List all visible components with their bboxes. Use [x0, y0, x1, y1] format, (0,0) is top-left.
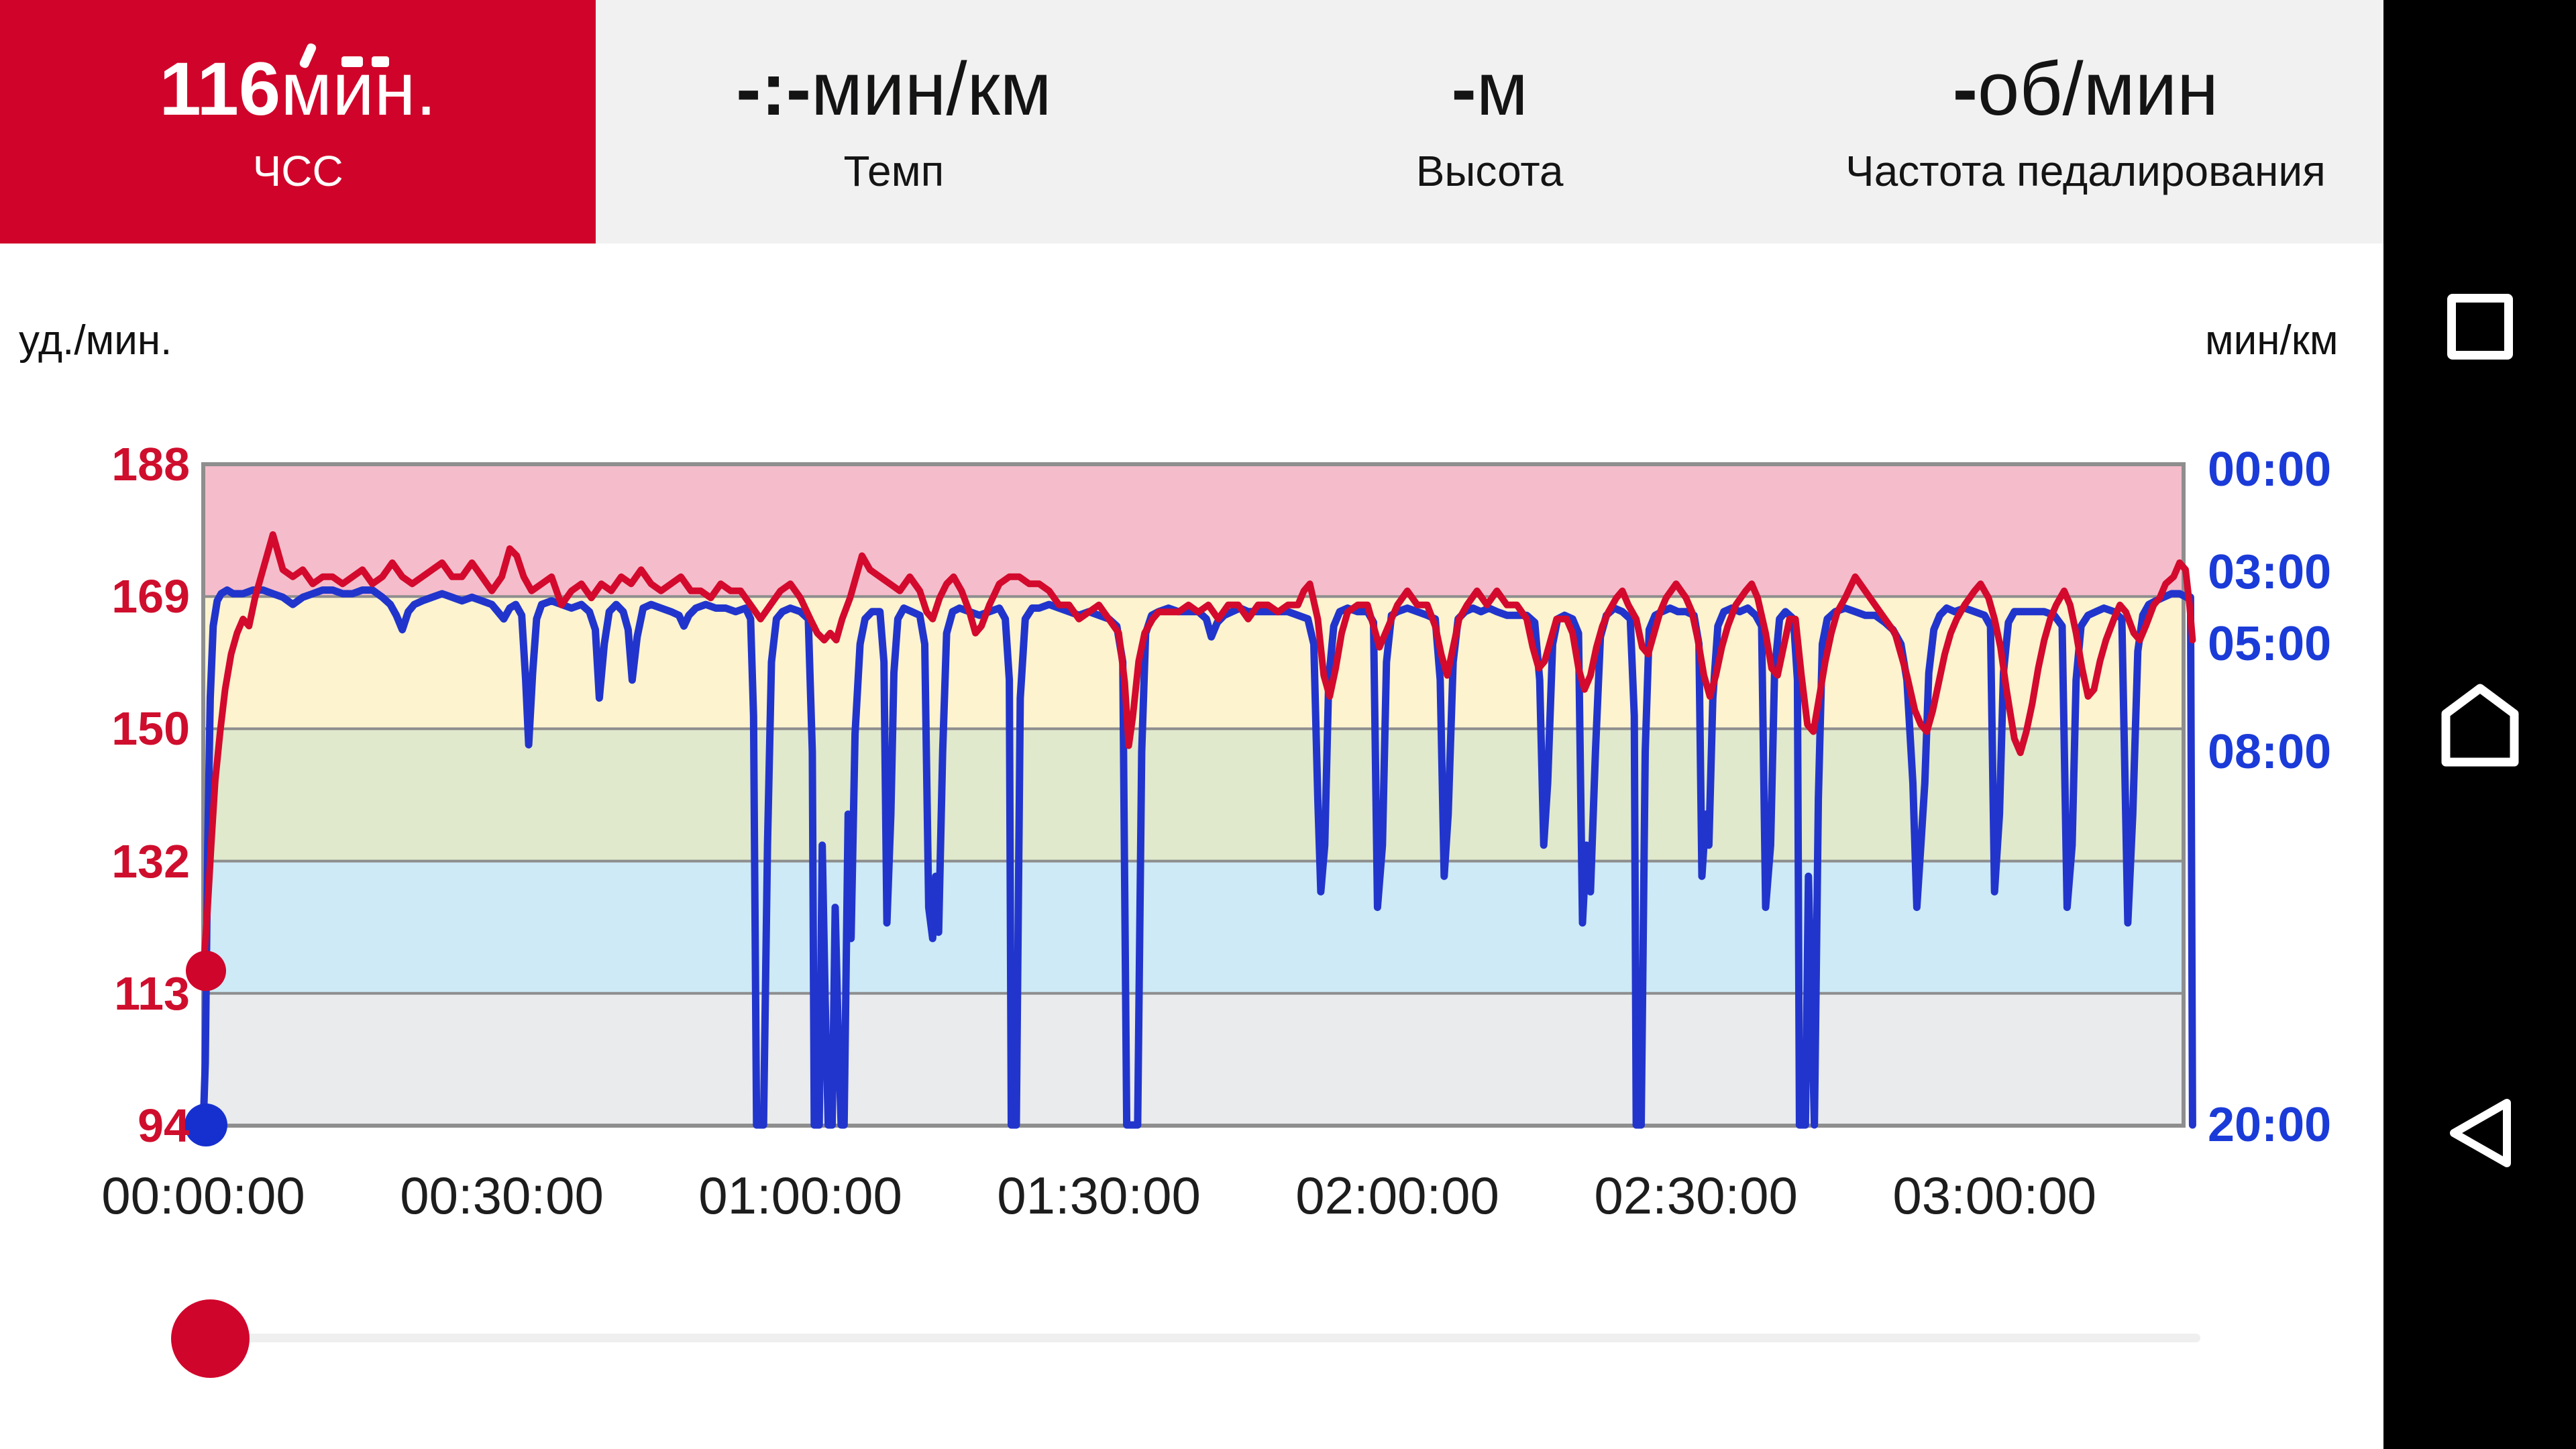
scrubber-track[interactable]	[213, 1334, 2200, 1342]
metric-tabbar: 116мин. ЧСС -:-мин/км Темп -м Высота -об…	[0, 0, 2383, 244]
cadence-value: -об/мин	[1952, 46, 2218, 131]
hr-zone-band-3	[203, 861, 2184, 994]
hr-zone-band-2	[203, 729, 2184, 861]
pace-tick-05:00: 05:00	[2208, 617, 2332, 672]
android-navbar	[2383, 0, 2576, 1449]
hr-pace-plot[interactable]	[184, 462, 2196, 1147]
hr-tick-94: 94	[138, 1099, 190, 1152]
pace-tick-00:00: 00:00	[2208, 442, 2332, 496]
time-tick-00:30:00: 00:30:00	[400, 1166, 604, 1225]
tab-pace[interactable]: -:-мин/км Темп	[596, 0, 1191, 244]
tab-cadence[interactable]: -об/мин Частота педалирования	[1788, 0, 2383, 244]
cadence-label: Частота педалирования	[1845, 146, 2326, 195]
altitude-value: -м	[1451, 46, 1528, 131]
pace-marker-dot	[184, 1104, 227, 1147]
hr-tick-132: 132	[111, 835, 190, 888]
hr-tick-188: 188	[111, 438, 190, 490]
home-button[interactable]	[2383, 683, 2576, 767]
hr-tick-113: 113	[114, 967, 190, 1020]
time-tick-01:00:00: 01:00:00	[698, 1166, 902, 1225]
pace-tick-08:00: 08:00	[2208, 724, 2332, 779]
heart-rate-line	[200, 531, 2196, 975]
time-tick-03:00:00: 03:00:00	[1892, 1166, 2096, 1225]
scrubber-handle[interactable]	[171, 1299, 250, 1378]
pace-tick-20:00: 20:00	[2208, 1098, 2332, 1152]
right-axis-title: мин/км	[2205, 317, 2339, 364]
clipped-text-fragment	[372, 56, 389, 67]
home-icon	[2441, 684, 2518, 767]
hr-tick-150: 150	[111, 702, 190, 755]
pace-tick-03:00: 03:00	[2208, 545, 2332, 599]
time-tick-02:00:00: 02:00:00	[1295, 1166, 1499, 1225]
pace-label: Темп	[843, 146, 945, 195]
hr-tick-169: 169	[111, 570, 190, 623]
back-button[interactable]	[2383, 1097, 2576, 1169]
time-tick-02:30:00: 02:30:00	[1594, 1166, 1798, 1225]
plot-border	[201, 462, 2186, 1128]
pace-value: -:-мин/км	[736, 46, 1052, 131]
heart-rate-label: ЧСС	[252, 146, 343, 195]
hr-marker-dot	[186, 951, 226, 991]
tab-altitude[interactable]: -м Высота	[1192, 0, 1788, 244]
time-tick-00:00:00: 00:00:00	[101, 1166, 305, 1225]
hr-zone-band-4	[203, 993, 2184, 1126]
clipped-text-fragment	[341, 56, 363, 67]
left-axis-title: уд./мин.	[19, 317, 172, 364]
tab-heart-rate[interactable]: 116мин. ЧСС	[0, 0, 596, 244]
recents-square-icon	[2447, 294, 2513, 360]
back-triangle-icon	[2449, 1099, 2511, 1167]
pace-line	[199, 586, 2196, 1129]
time-tick-01:30:00: 01:30:00	[997, 1166, 1201, 1225]
recents-button[interactable]	[2383, 294, 2576, 360]
altitude-label: Высота	[1415, 146, 1564, 195]
